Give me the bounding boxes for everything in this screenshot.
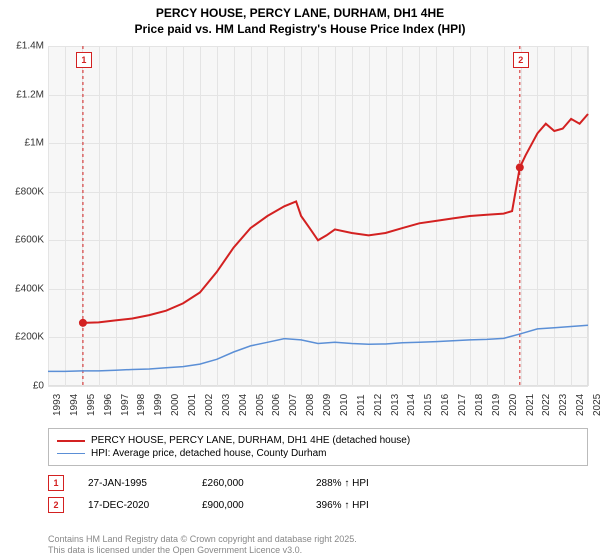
x-tick-label: 2012 (373, 394, 384, 416)
x-tick-label: 2022 (541, 394, 552, 416)
transaction-marker-2: 2 (48, 497, 64, 513)
x-tick-label: 1994 (69, 394, 80, 416)
x-tick-label: 2005 (255, 394, 266, 416)
x-tick-label: 2013 (390, 394, 401, 416)
y-tick-label: £600K (4, 235, 44, 246)
x-tick-label: 2000 (170, 394, 181, 416)
line-layer (48, 46, 588, 386)
x-tick-label: 2025 (592, 394, 600, 416)
y-tick-label: £200K (4, 332, 44, 343)
title-line2: Price paid vs. HM Land Registry's House … (0, 22, 600, 38)
legend-label-property: PERCY HOUSE, PERCY LANE, DURHAM, DH1 4HE… (91, 435, 410, 446)
transaction-hpi: 288% ↑ HPI (316, 478, 406, 489)
x-tick-label: 2016 (440, 394, 451, 416)
x-tick-label: 2021 (525, 394, 536, 416)
transaction-price: £260,000 (202, 478, 292, 489)
transaction-marker-1: 1 (48, 475, 64, 491)
x-tick-label: 2003 (221, 394, 232, 416)
x-tick-label: 2007 (288, 394, 299, 416)
x-tick-label: 2018 (474, 394, 485, 416)
x-tick-label: 2011 (356, 394, 367, 416)
footer: Contains HM Land Registry data © Crown c… (48, 534, 588, 557)
property-series-line (83, 114, 588, 323)
x-tick-label: 2020 (508, 394, 519, 416)
footer-line2: This data is licensed under the Open Gov… (48, 545, 588, 556)
legend: PERCY HOUSE, PERCY LANE, DURHAM, DH1 4HE… (48, 428, 588, 466)
x-tick-label: 1998 (136, 394, 147, 416)
y-tick-label: £800K (4, 186, 44, 197)
chart-marker-1: 1 (76, 52, 92, 68)
y-tick-label: £400K (4, 283, 44, 294)
y-tick-label: £1.2M (4, 89, 44, 100)
x-tick-label: 2004 (238, 394, 249, 416)
legend-row-hpi: HPI: Average price, detached house, Coun… (57, 447, 579, 460)
y-tick-label: £1.4M (4, 41, 44, 52)
x-tick-label: 2023 (558, 394, 569, 416)
footer-line1: Contains HM Land Registry data © Crown c… (48, 534, 588, 545)
x-tick-label: 1995 (86, 394, 97, 416)
x-tick-label: 2008 (305, 394, 316, 416)
x-tick-label: 2009 (322, 394, 333, 416)
y-tick-label: £0 (4, 381, 44, 392)
transaction-date: 27-JAN-1995 (88, 478, 178, 489)
x-tick-label: 1997 (120, 394, 131, 416)
y-tick-label: £1M (4, 138, 44, 149)
legend-row-property: PERCY HOUSE, PERCY LANE, DURHAM, DH1 4HE… (57, 434, 579, 447)
legend-swatch-property (57, 440, 85, 442)
title-block: PERCY HOUSE, PERCY LANE, DURHAM, DH1 4HE… (0, 0, 600, 37)
x-tick-label: 2019 (491, 394, 502, 416)
x-tick-label: 1996 (103, 394, 114, 416)
x-tick-label: 2010 (339, 394, 350, 416)
x-tick-label: 2017 (457, 394, 468, 416)
legend-label-hpi: HPI: Average price, detached house, Coun… (91, 448, 327, 459)
transactions-table: 1 27-JAN-1995 £260,000 288% ↑ HPI 2 17-D… (48, 472, 588, 516)
transaction-date: 17-DEC-2020 (88, 500, 178, 511)
x-tick-label: 1993 (52, 394, 63, 416)
x-tick-label: 2014 (406, 394, 417, 416)
title-line1: PERCY HOUSE, PERCY LANE, DURHAM, DH1 4HE (0, 6, 600, 22)
chart-container: PERCY HOUSE, PERCY LANE, DURHAM, DH1 4HE… (0, 0, 600, 560)
x-tick-label: 1999 (153, 394, 164, 416)
table-row: 1 27-JAN-1995 £260,000 288% ↑ HPI (48, 472, 588, 494)
transaction-price: £900,000 (202, 500, 292, 511)
plot-area: 12 (48, 46, 588, 386)
legend-swatch-hpi (57, 453, 85, 454)
x-tick-label: 2001 (187, 394, 198, 416)
table-row: 2 17-DEC-2020 £900,000 396% ↑ HPI (48, 494, 588, 516)
x-tick-label: 2015 (423, 394, 434, 416)
x-tick-label: 2024 (575, 394, 586, 416)
chart-marker-2: 2 (513, 52, 529, 68)
x-tick-label: 2002 (204, 394, 215, 416)
hpi-series-line (48, 325, 588, 371)
x-tick-label: 2006 (271, 394, 282, 416)
transaction-hpi: 396% ↑ HPI (316, 500, 406, 511)
